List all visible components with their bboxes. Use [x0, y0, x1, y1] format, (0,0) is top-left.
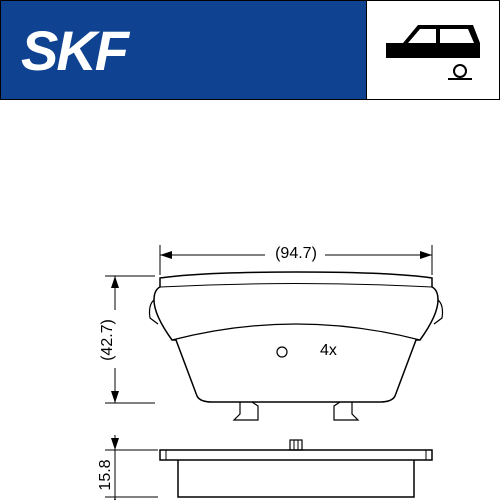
thickness-dim-label: 15.8 — [97, 459, 114, 490]
car-rear-brake-icon — [378, 13, 488, 88]
brand-logo: SKF — [21, 18, 127, 83]
width-dim-label: (94.7) — [275, 245, 317, 262]
thickness-dimension: 15.8 — [97, 435, 158, 500]
center-hole — [277, 347, 287, 357]
technical-drawing: (94.7) (42.7) — [0, 100, 500, 500]
quantity-label: 4x — [320, 342, 337, 359]
header: SKF — [0, 0, 500, 100]
width-dimension: (94.7) — [160, 240, 432, 275]
brake-pad-drawing: (94.7) (42.7) — [0, 100, 500, 500]
product-category-icon-box — [366, 1, 499, 99]
logo-box: SKF — [1, 1, 366, 99]
brake-pad-front-view: 4x — [150, 272, 443, 420]
height-dim-label: (42.7) — [99, 319, 116, 361]
brake-pad-side-view — [160, 440, 432, 497]
height-dimension: (42.7) — [99, 276, 155, 403]
